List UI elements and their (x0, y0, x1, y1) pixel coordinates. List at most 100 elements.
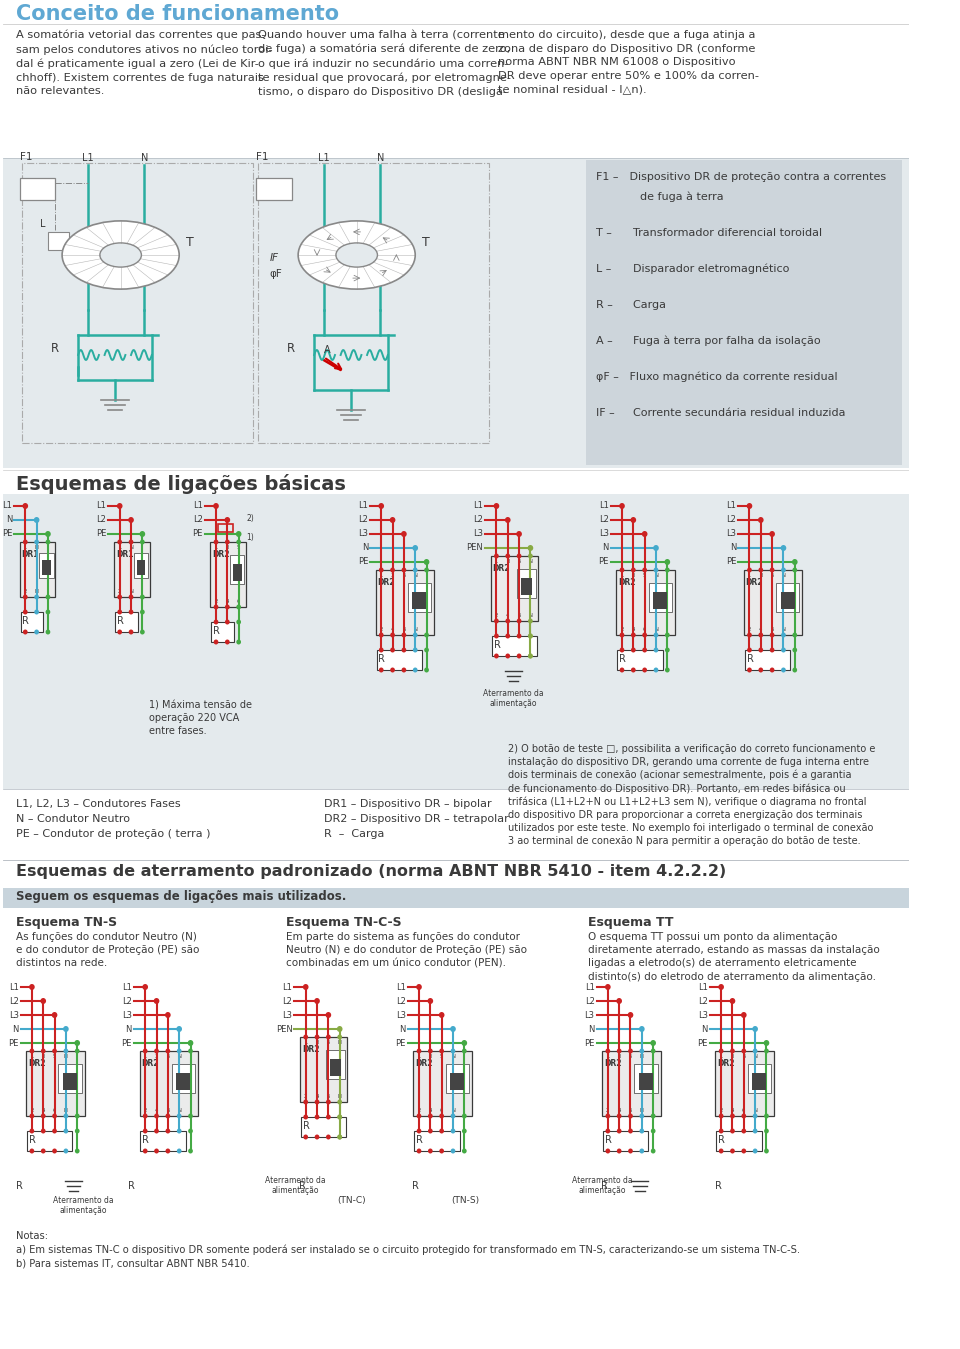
Circle shape (462, 1040, 468, 1045)
Circle shape (505, 553, 510, 558)
Circle shape (214, 540, 218, 545)
Text: 2: 2 (494, 612, 498, 618)
Circle shape (35, 610, 39, 615)
Text: 4: 4 (617, 1108, 621, 1113)
Text: PEN: PEN (467, 544, 483, 553)
Circle shape (617, 1129, 621, 1133)
Circle shape (165, 1113, 170, 1118)
Text: φF: φF (270, 268, 282, 279)
Circle shape (337, 1135, 342, 1140)
Circle shape (390, 668, 395, 673)
Circle shape (143, 1048, 148, 1054)
Text: 4: 4 (155, 1108, 158, 1113)
Circle shape (155, 1113, 159, 1118)
Text: 1: 1 (418, 1054, 420, 1059)
Circle shape (516, 634, 521, 638)
Circle shape (337, 1114, 342, 1120)
Text: 4: 4 (632, 627, 635, 631)
Circle shape (379, 668, 384, 673)
Circle shape (214, 619, 218, 625)
Text: N: N (6, 515, 12, 525)
Text: 5: 5 (771, 573, 774, 577)
Text: O esquema TT possui um ponto da alimentação
diretamente aterrado, estando as mas: O esquema TT possui um ponto da alimenta… (588, 932, 879, 982)
Text: 5: 5 (643, 573, 646, 577)
Circle shape (413, 648, 418, 653)
Text: 5: 5 (742, 1054, 746, 1059)
Circle shape (440, 1148, 444, 1153)
Circle shape (617, 1148, 621, 1153)
Text: 3: 3 (155, 1054, 158, 1059)
Text: 6: 6 (440, 1108, 444, 1113)
Bar (639, 1072, 653, 1090)
Text: R: R (16, 1180, 23, 1191)
Circle shape (428, 1113, 433, 1118)
Circle shape (651, 1048, 656, 1054)
Text: N: N (588, 1024, 594, 1033)
Circle shape (177, 1129, 181, 1133)
Circle shape (747, 648, 752, 653)
Circle shape (337, 1027, 343, 1032)
Text: 3: 3 (429, 1054, 432, 1059)
Text: As funções do condutor Neutro (N)
e do condutor de Proteção (PE) são
distintos n: As funções do condutor Neutro (N) e do c… (16, 932, 200, 969)
Text: 2) O botão de teste □, possibilita a verificação do correto funcionamento e
inst: 2) O botão de teste □, possibilita a ver… (508, 745, 876, 846)
Circle shape (390, 648, 395, 653)
Circle shape (303, 1135, 308, 1140)
Text: (TN-S): (TN-S) (451, 1197, 479, 1205)
Text: L2: L2 (9, 997, 18, 1005)
Circle shape (642, 648, 647, 653)
Text: 4: 4 (391, 627, 395, 631)
Bar (776, 583, 800, 612)
Text: R: R (605, 1135, 612, 1145)
Circle shape (23, 630, 28, 634)
Text: L3: L3 (727, 530, 736, 538)
Circle shape (424, 633, 429, 638)
Text: 1): 1) (246, 533, 254, 542)
Circle shape (665, 633, 670, 638)
Circle shape (413, 545, 418, 550)
Bar (210, 542, 246, 607)
Circle shape (462, 1113, 467, 1118)
Circle shape (337, 1099, 342, 1105)
Text: F1: F1 (19, 152, 32, 162)
Circle shape (462, 1129, 467, 1133)
Circle shape (653, 545, 659, 550)
Circle shape (450, 1129, 455, 1133)
Circle shape (606, 1048, 611, 1054)
Text: R: R (286, 341, 295, 355)
Circle shape (450, 1027, 456, 1032)
Circle shape (758, 568, 763, 572)
Circle shape (428, 1129, 433, 1133)
Text: 4: 4 (315, 1094, 319, 1099)
Text: 3: 3 (316, 1040, 319, 1045)
Text: N: N (178, 1108, 181, 1113)
Circle shape (639, 1048, 644, 1054)
Circle shape (747, 668, 752, 673)
Circle shape (52, 1113, 57, 1118)
Text: N: N (338, 1040, 342, 1045)
Circle shape (236, 639, 241, 645)
Text: Dispositivo DR de proteção contra a correntes: Dispositivo DR de proteção contra a corr… (626, 173, 886, 182)
Circle shape (140, 630, 145, 634)
Circle shape (617, 1048, 621, 1054)
Circle shape (40, 998, 46, 1004)
Text: DR2: DR2 (302, 1045, 320, 1054)
Bar (3, 888, 909, 908)
Circle shape (718, 983, 724, 990)
Circle shape (516, 653, 521, 658)
Text: mento do circuito), desde que a fuga atinja a
zona de disparo do Dispositivo DR : mento do circuito), desde que a fuga ati… (498, 30, 759, 94)
Text: N: N (654, 573, 658, 577)
Circle shape (41, 1113, 45, 1118)
Circle shape (303, 1035, 308, 1040)
Text: Quando houver uma falha à terra (corrente
de fuga) a somatória será diferente de: Quando houver uma falha à terra (corrent… (257, 30, 511, 97)
Ellipse shape (100, 243, 141, 267)
Bar (653, 592, 667, 610)
Text: L2: L2 (599, 515, 609, 525)
Text: L2: L2 (396, 997, 406, 1005)
Text: L: L (40, 219, 46, 229)
Text: T: T (421, 236, 429, 248)
Circle shape (401, 633, 406, 638)
Text: PE: PE (9, 1039, 18, 1048)
Circle shape (52, 1148, 57, 1153)
Circle shape (30, 1113, 35, 1118)
Text: N: N (603, 544, 609, 553)
